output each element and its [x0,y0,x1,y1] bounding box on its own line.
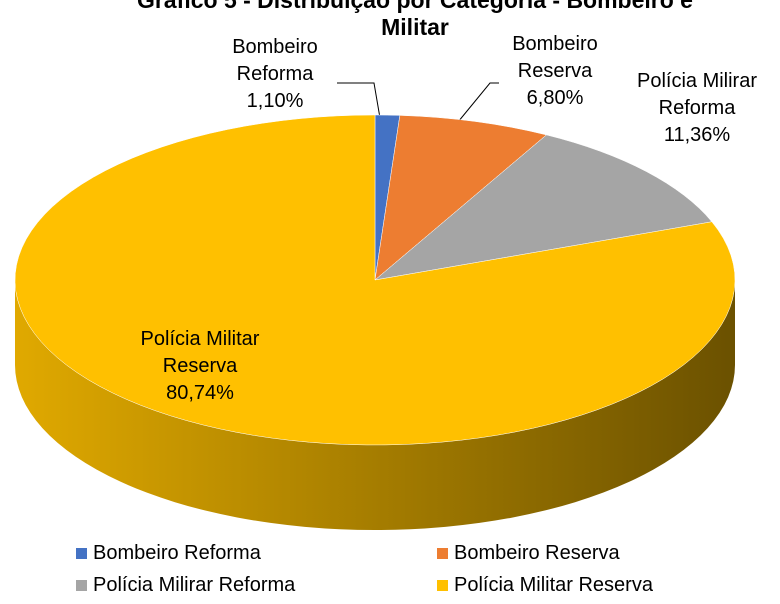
legend-label: Polícia Militar Reserva [454,574,653,596]
slice [374,134,713,281]
data-label-value: 1,10% [246,90,304,112]
legend-label: Bombeiro Reforma [93,542,261,564]
data-label: Bombeiro Reserva 6,80% [485,31,625,112]
legend-swatch [437,579,448,591]
leader-line [337,82,381,119]
legend-item: Polícia Militar Reserva [437,573,653,597]
legend-label: Polícia Milirar Reforma [93,574,296,596]
data-label-value: 11,36% [663,124,731,146]
data-label-name: Polícia Militar Reserva [140,328,260,377]
slice [14,114,736,446]
legend-swatch [437,547,448,559]
data-label-value: 6,80% [526,87,584,109]
leader-line [457,82,499,123]
legend-swatch [76,579,87,591]
data-label: Polícia Militar Reserva 80,74% [110,326,290,407]
legend-swatch [76,547,87,559]
data-label-value: 80,74% [166,382,234,404]
data-label: Polícia Milirar Reforma 11,36% [616,68,778,149]
chart-title: Gráfico 5 - Distribuição por Categoria -… [137,0,693,13]
data-label-name: Bombeiro Reserva [512,33,598,82]
legend-item: Bombeiro Reforma [76,541,261,565]
slice [374,115,547,281]
data-label: Bombeiro Reforma 1,10% [205,34,345,115]
data-label-name: Bombeiro Reforma [232,36,318,85]
legend-item: Bombeiro Reserva [437,541,620,565]
data-label-name: Polícia Milirar Reforma [636,70,758,119]
legend-item: Polícia Milirar Reforma [76,573,295,597]
slice-side [15,280,735,530]
legend-label: Bombeiro Reserva [454,542,620,564]
chart-title: Militar [381,14,449,40]
